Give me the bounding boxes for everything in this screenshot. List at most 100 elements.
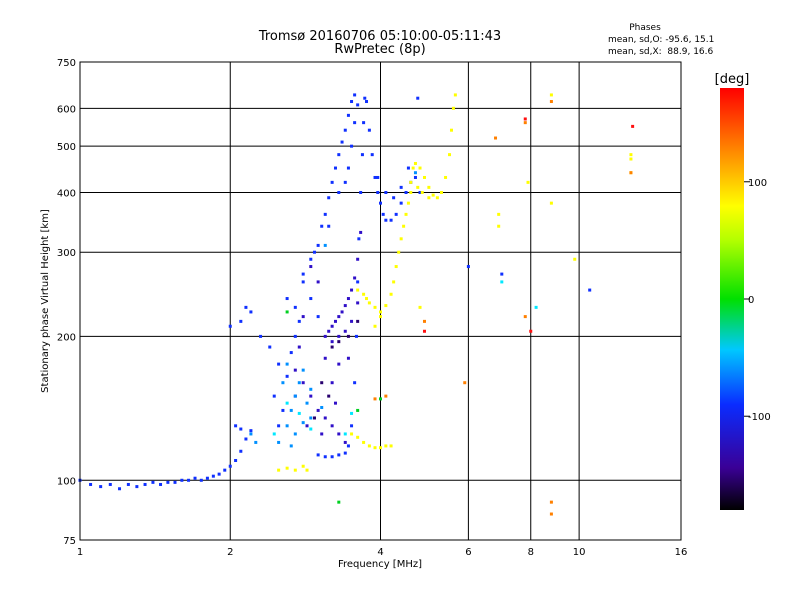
data-point [381, 212, 385, 216]
data-point [316, 453, 320, 457]
y-tick-label: 75 [63, 536, 76, 547]
data-point [363, 96, 367, 100]
data-point [362, 121, 366, 125]
data-point [309, 394, 313, 398]
data-point [330, 455, 334, 459]
chart-subtitle: RwPretec (8p) [334, 42, 425, 57]
data-point [376, 190, 380, 194]
data-point [350, 424, 354, 428]
data-point [228, 464, 232, 468]
data-point [281, 408, 285, 412]
data-point [333, 319, 337, 323]
data-point [346, 113, 350, 117]
data-point [379, 315, 382, 319]
data-point [384, 304, 388, 308]
data-point [223, 468, 227, 472]
colorbar-ticks: 100 0 -100 [744, 178, 771, 423]
data-point [353, 276, 357, 280]
data-point [365, 297, 369, 301]
data-point [309, 416, 313, 420]
data-point [354, 334, 358, 338]
data-point [500, 280, 504, 284]
data-point [360, 153, 364, 157]
data-point [340, 140, 344, 144]
data-point [309, 297, 313, 301]
colorbar-label: [deg] [715, 72, 750, 87]
data-point [289, 444, 293, 448]
data-point [316, 280, 320, 284]
data-point [337, 453, 341, 457]
data-point [305, 468, 309, 472]
data-point [293, 468, 297, 472]
data-point [373, 305, 377, 309]
data-point [497, 212, 501, 216]
data-point [159, 482, 163, 486]
data-point [118, 487, 122, 491]
data-point [356, 280, 360, 284]
data-point [277, 468, 281, 472]
phases-heading: Phases [629, 23, 661, 33]
data-point [293, 305, 297, 309]
data-point [384, 444, 388, 448]
data-point [301, 280, 305, 284]
data-point [135, 485, 139, 489]
data-point [254, 440, 258, 444]
data-point [444, 175, 448, 179]
data-point [277, 362, 281, 366]
data-point [239, 427, 243, 431]
data-point [301, 315, 305, 319]
data-point [409, 190, 413, 194]
data-point [289, 351, 293, 355]
data-point [297, 381, 301, 385]
data-point [316, 315, 320, 319]
data-point [301, 368, 305, 372]
data-point [187, 478, 191, 482]
y-tick-labels: 75 100 200 300 400 500 600 750 [57, 58, 76, 547]
data-point [327, 394, 331, 398]
data-point [529, 329, 533, 333]
y-tick-label: 400 [57, 188, 76, 199]
data-point [323, 243, 327, 247]
data-point [193, 476, 197, 480]
data-point [285, 466, 289, 470]
colorbar [720, 88, 744, 510]
data-point [327, 329, 331, 333]
data-point [357, 237, 361, 241]
phases-o-stats: mean, sd,O: -95.6, 15.1 [608, 35, 714, 45]
data-point [379, 310, 382, 314]
data-point [281, 381, 285, 385]
points-layer [78, 93, 635, 516]
data-point [293, 394, 297, 398]
data-point [301, 421, 305, 425]
data-point [422, 319, 426, 323]
data-point [316, 408, 320, 412]
data-point [500, 272, 504, 276]
data-point [356, 103, 360, 107]
data-point [394, 212, 398, 216]
data-point [285, 297, 289, 301]
data-point [356, 301, 360, 305]
data-point [373, 175, 377, 179]
x-tick-labels: 1 2 4 6 8 10 16 [77, 547, 688, 558]
data-point [346, 334, 350, 338]
data-point [494, 136, 498, 140]
x-tick-label: 6 [465, 547, 471, 558]
data-point [346, 297, 350, 301]
data-point [337, 340, 341, 344]
data-point [337, 432, 341, 436]
data-point [297, 411, 301, 415]
data-point [384, 394, 388, 398]
data-point [422, 329, 426, 333]
data-point [373, 324, 377, 328]
data-point [337, 190, 341, 194]
data-point [350, 100, 354, 104]
data-point [272, 394, 276, 398]
data-point [453, 93, 457, 97]
y-tick-label: 750 [57, 58, 76, 69]
data-point [413, 161, 417, 165]
data-point [367, 301, 371, 305]
data-point [330, 381, 334, 385]
data-point [277, 424, 281, 428]
data-point [330, 180, 334, 184]
